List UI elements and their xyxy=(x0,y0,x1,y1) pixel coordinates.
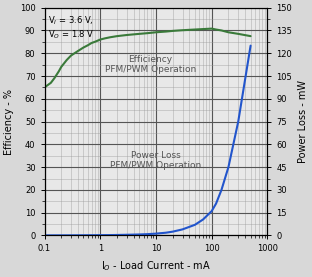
Text: Efficiency
PFM/PWM Operation: Efficiency PFM/PWM Operation xyxy=(105,55,196,74)
Y-axis label: Power Loss - mW: Power Loss - mW xyxy=(298,80,308,163)
X-axis label: I$_O$ - Load Current - mA: I$_O$ - Load Current - mA xyxy=(101,259,211,273)
Y-axis label: Efficiency - %: Efficiency - % xyxy=(4,89,14,155)
Text: V$_I$ = 3.6 V,
V$_O$ = 1.8 V: V$_I$ = 3.6 V, V$_O$ = 1.8 V xyxy=(48,14,94,41)
Text: Power Loss
PFM/PWM Operation: Power Loss PFM/PWM Operation xyxy=(110,151,202,170)
